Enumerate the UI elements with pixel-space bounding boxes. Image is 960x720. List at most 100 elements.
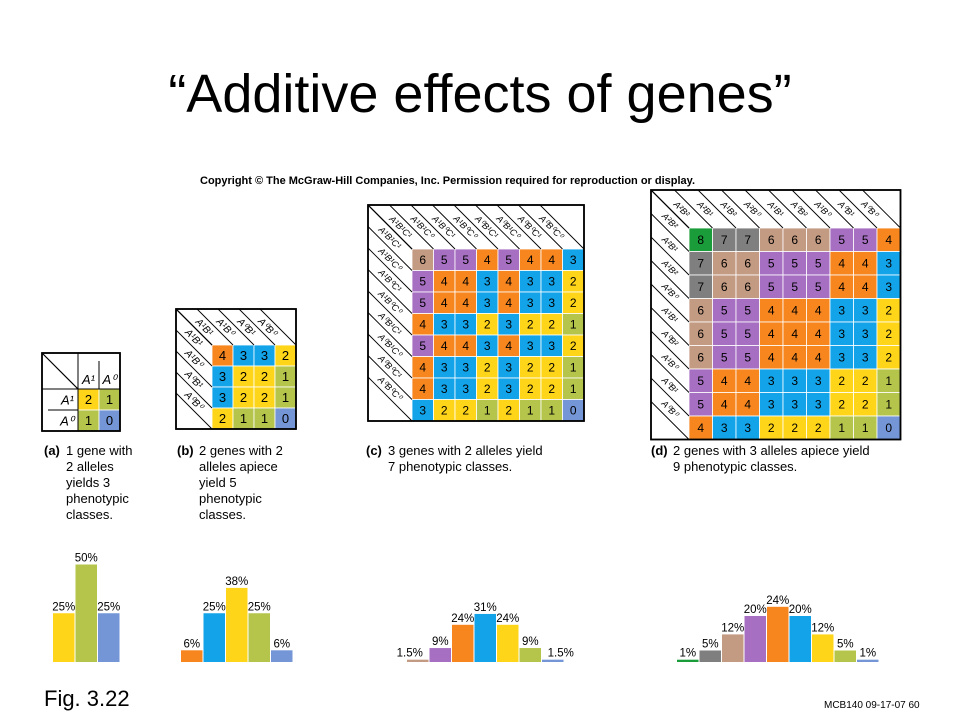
column-header: A⁰B⁰C¹ <box>515 213 543 241</box>
column-header-divider <box>518 204 563 250</box>
genotype-value: 5 <box>419 296 426 310</box>
caption-c-letter: (c) <box>366 443 382 458</box>
histogram-bar <box>248 613 270 662</box>
caption-line: 2 genes with 3 alleles apiece yield <box>673 443 870 458</box>
column-header: A¹B² <box>718 198 739 219</box>
genotype-value: 3 <box>484 296 491 310</box>
row-header-divider <box>367 333 413 379</box>
genotype-value: 2 <box>570 275 577 289</box>
bar-percentage-label: 25% <box>203 601 226 613</box>
bar-percentage-label: 6% <box>183 638 200 650</box>
caption-a-letter: (a) <box>44 443 60 458</box>
genotype-value: 0 <box>885 421 892 435</box>
genotype-value: 2 <box>240 369 247 384</box>
bar-percentage-label: 1.5% <box>397 648 423 660</box>
histogram-bar <box>474 613 496 662</box>
genotype-value: 4 <box>505 296 512 310</box>
genotype-value: 4 <box>419 318 426 332</box>
genotype-value: 3 <box>505 361 512 375</box>
genotype-value: 1 <box>885 398 892 412</box>
caption-d-letter: (d) <box>651 443 668 458</box>
bar-percentage-label: 50% <box>75 553 98 565</box>
column-header-divider <box>389 204 434 250</box>
genotype-value: 1 <box>570 318 577 332</box>
genotype-value: 4 <box>815 351 822 365</box>
genotype-value: 5 <box>721 304 728 318</box>
genotype-value: 5 <box>768 280 775 294</box>
row-header-divider <box>175 308 213 346</box>
genotype-value: 6 <box>721 257 728 271</box>
genotype-value: 5 <box>815 280 822 294</box>
row-header-divider <box>650 283 690 323</box>
genotype-value: 4 <box>441 296 448 310</box>
histogram-bar <box>699 650 721 662</box>
genotype-value: 7 <box>744 233 751 247</box>
row-header-divider <box>175 371 213 409</box>
genotype-value: 4 <box>768 351 775 365</box>
row-header: A⁰B¹C¹ <box>376 310 404 338</box>
row-header-divider <box>367 290 413 336</box>
genotype-value: 3 <box>548 296 555 310</box>
genotype-value: 1 <box>527 404 534 418</box>
genotype-value: 4 <box>441 339 448 353</box>
square-frame <box>175 308 297 430</box>
genotype-value: 2 <box>838 374 845 388</box>
bar-percentage-label: 24% <box>766 595 789 607</box>
genotype-value: 2 <box>768 421 775 435</box>
genotype-value: 4 <box>862 280 869 294</box>
row-header-divider <box>367 376 413 422</box>
genotype-value: 7 <box>697 280 704 294</box>
genotype-value: 4 <box>721 374 728 388</box>
column-header-divider <box>196 308 234 346</box>
genotype-value: 3 <box>505 318 512 332</box>
genotype-value: 5 <box>462 253 469 267</box>
bar-percentage-label: 5% <box>837 639 854 651</box>
histogram-bar <box>226 587 248 662</box>
row-header-divider <box>367 269 413 314</box>
genotype-value: 3 <box>768 398 775 412</box>
genotype-value: 3 <box>527 339 534 353</box>
row-header-divider <box>175 350 213 388</box>
genotype-value: 3 <box>838 327 845 341</box>
square-frame <box>650 189 902 441</box>
caption-line: yields 3 <box>66 475 111 490</box>
genotype-value: 2 <box>570 296 577 310</box>
figure-label: Fig. 3.22 <box>44 686 130 711</box>
genotype-value: 3 <box>815 374 822 388</box>
genotype-value: 2 <box>527 382 534 396</box>
caption-line: 9 phenotypic classes. <box>673 459 798 474</box>
genotype-value: 4 <box>838 257 845 271</box>
square-frame <box>367 204 585 422</box>
histogram-bar <box>744 616 766 662</box>
bar-percentage-label: 20% <box>789 604 812 616</box>
row-header-divider <box>650 330 690 370</box>
histogram-bar <box>834 650 856 662</box>
row-header-divider <box>367 204 413 250</box>
bar-percentage-label: 25% <box>248 601 271 613</box>
histogram-bar <box>75 564 97 662</box>
row-header-divider <box>650 307 690 346</box>
caption-line: 1 gene with <box>66 443 133 458</box>
column-header: A¹ <box>81 372 96 387</box>
genotype-value: 4 <box>219 348 226 363</box>
genotype-value: 4 <box>815 327 822 341</box>
genotype-value: 2 <box>484 318 491 332</box>
genotype-value: 4 <box>505 339 512 353</box>
genotype-value: 5 <box>791 280 798 294</box>
genotype-value: 4 <box>721 398 728 412</box>
genotype-value: 2 <box>219 411 226 426</box>
genotype-value: 2 <box>484 382 491 396</box>
genotype-value: 6 <box>815 233 822 247</box>
column-header: A²B² <box>671 198 692 219</box>
column-header-divider <box>862 189 901 229</box>
genotype-value: 3 <box>484 275 491 289</box>
genotype-value: 8 <box>697 233 704 247</box>
genotype-value: 2 <box>505 404 512 418</box>
genotype-value: 2 <box>885 304 892 318</box>
genotype-value: 6 <box>697 304 704 318</box>
histogram-bar <box>497 624 519 662</box>
genotype-value: 6 <box>791 233 798 247</box>
genotype-value: 5 <box>862 233 869 247</box>
histogram-bar <box>857 659 879 662</box>
bar-percentage-label: 6% <box>273 638 290 650</box>
